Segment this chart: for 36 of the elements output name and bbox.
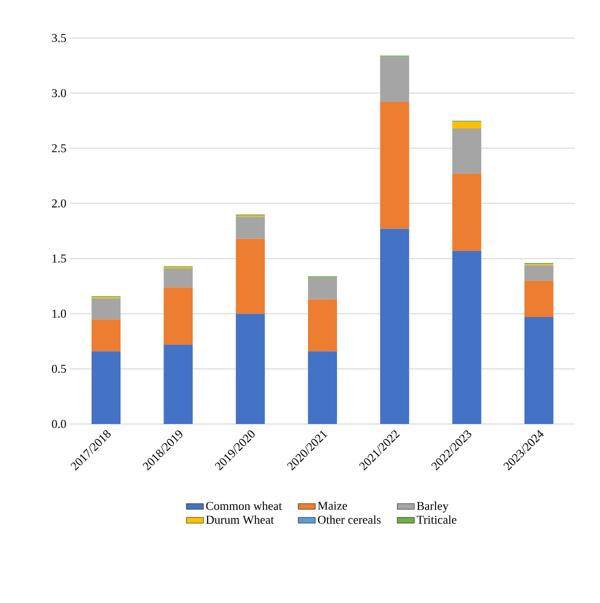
bar — [164, 268, 193, 288]
y-tick-label: 3.5 — [52, 34, 66, 42]
bar — [308, 351, 337, 424]
bar — [380, 228, 410, 424]
bar — [452, 122, 482, 128]
bar — [236, 216, 265, 239]
bar — [524, 265, 554, 281]
legend-label: Barley — [416, 502, 449, 512]
legend-label: Durum Wheat — [206, 515, 274, 524]
bar — [452, 250, 482, 424]
bar — [452, 128, 482, 174]
y-tick-label: 1.5 — [52, 254, 66, 263]
legend-label: Other cereals — [318, 515, 381, 524]
legend-label: Common wheat — [206, 502, 282, 510]
bar — [164, 287, 193, 345]
bar — [380, 102, 410, 229]
bar — [524, 317, 554, 424]
bar — [236, 238, 265, 314]
bar — [92, 298, 121, 320]
bar — [236, 314, 265, 424]
y-tick-label: 3.0 — [52, 89, 66, 98]
y-tick-label: 2.0 — [52, 199, 66, 208]
y-tick-label: 0.5 — [52, 364, 66, 373]
legend-label: Triticale — [416, 515, 456, 524]
bar — [92, 351, 121, 424]
bar — [164, 344, 193, 424]
bar — [308, 299, 337, 352]
y-tick-label: 1.0 — [52, 310, 66, 318]
bar — [452, 174, 482, 251]
bar — [92, 319, 121, 352]
bar — [308, 277, 337, 300]
y-tick-label: 0.0 — [52, 420, 66, 428]
bar — [524, 280, 554, 318]
legend-label: Maize — [318, 502, 348, 510]
y-tick-label: 2.5 — [52, 144, 66, 152]
bar — [380, 56, 410, 102]
